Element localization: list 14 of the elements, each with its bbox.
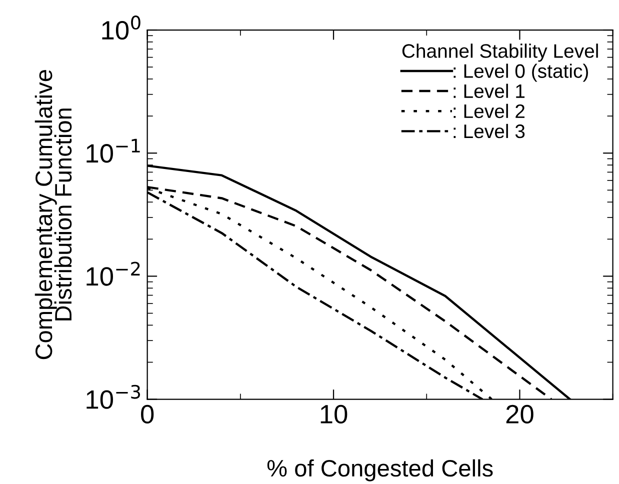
x-tick-label: 20 (506, 404, 534, 424)
legend-title: Channel Stability Level (402, 44, 598, 62)
legend-label: : Level 0 (static) (454, 64, 588, 82)
x-axis-title: % of Congested Cells (267, 459, 493, 482)
y-axis-title: Complementary Cumulative Distribution Function (34, 70, 72, 360)
legend-label: : Level 3 (454, 124, 525, 138)
y-tick-label: 10$^{−3}$ (86, 384, 140, 409)
y-tick-label: 10$^{−1}$ (86, 138, 140, 163)
x-tick-label: 10 (320, 404, 348, 424)
y-tick-label: 10$^{−2}$ (86, 262, 140, 286)
x-tick-label: 0 (141, 404, 154, 424)
legend-label: : Level 1 (454, 84, 525, 98)
y-tick-label: 10$^{0}$ (102, 16, 140, 40)
legend-label: : Level 2 (454, 104, 524, 118)
